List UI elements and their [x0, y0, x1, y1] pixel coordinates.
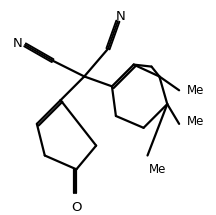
- Text: N: N: [116, 10, 126, 23]
- Text: Me: Me: [187, 84, 204, 97]
- Text: Me: Me: [187, 115, 204, 128]
- Text: O: O: [71, 201, 82, 214]
- Text: N: N: [13, 37, 23, 50]
- Text: Me: Me: [149, 163, 166, 176]
